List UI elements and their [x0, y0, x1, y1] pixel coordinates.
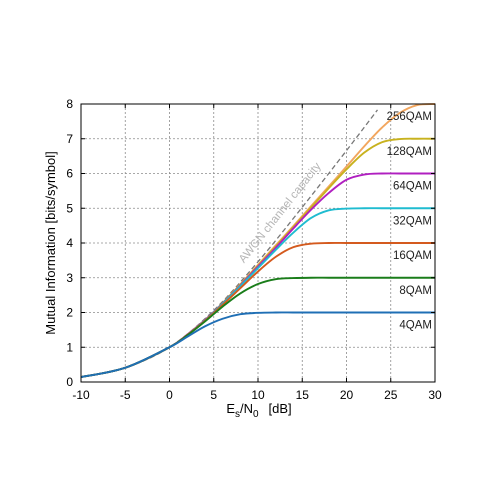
y-tick-label: 1 — [66, 340, 73, 354]
x-tick-label: -5 — [120, 388, 131, 402]
y-tick-label: 4 — [66, 236, 73, 250]
x-tick-label: 25 — [384, 388, 398, 402]
x-tick-label: 30 — [428, 388, 442, 402]
x-tick-label: -10 — [72, 388, 90, 402]
series-line-8qam — [80, 276, 435, 379]
series-line-4qam — [80, 311, 436, 379]
y-tick-label: 2 — [66, 306, 73, 320]
x-tick-label: 20 — [340, 388, 354, 402]
series-label-32qam: 32QAM — [393, 215, 432, 227]
y-tick-label: 7 — [66, 132, 73, 146]
x-axis-label-sub2: 0 — [253, 409, 259, 420]
x-tick-label: 10 — [251, 388, 265, 402]
y-tick-label: 6 — [66, 167, 73, 181]
y-tick-label: 8 — [66, 97, 73, 111]
x-axis-label-base: E — [226, 401, 235, 416]
x-tick-label: 15 — [296, 388, 310, 402]
x-tick-label: 5 — [210, 388, 217, 402]
ticks-layer: -10 -5 0 5 10 15 20 25 30 0 1 2 3 4 5 6 7 8 — [66, 97, 442, 402]
series-label-8qam: 8QAM — [399, 285, 432, 297]
series-label-4qam: 4QAM — [399, 320, 432, 332]
x-axis-label-slash: /N — [240, 401, 253, 416]
series-label-128qam: 128QAM — [387, 146, 432, 158]
x-axis-label-sub1: s — [235, 409, 240, 420]
series-label-64qam: 64QAM — [393, 181, 432, 193]
x-tick-label: 0 — [166, 388, 173, 402]
y-tick-label: 3 — [66, 271, 73, 285]
series-layer — [80, 103, 436, 379]
series-labels-layer: 4QAM 8QAM 16QAM 32QAM 64QAM 128QAM 256QAM — [387, 111, 432, 332]
x-axis-label-unit: [dB] — [269, 401, 292, 416]
x-axis-label: Es/N0 [dB] — [226, 401, 291, 420]
y-axis-label: Mutual Information [bits/symbol] — [43, 151, 58, 335]
y-tick-label: 5 — [66, 201, 73, 215]
series-label-16qam: 16QAM — [393, 250, 432, 262]
series-label-256qam: 256QAM — [387, 111, 432, 123]
y-tick-label: 0 — [66, 375, 73, 389]
